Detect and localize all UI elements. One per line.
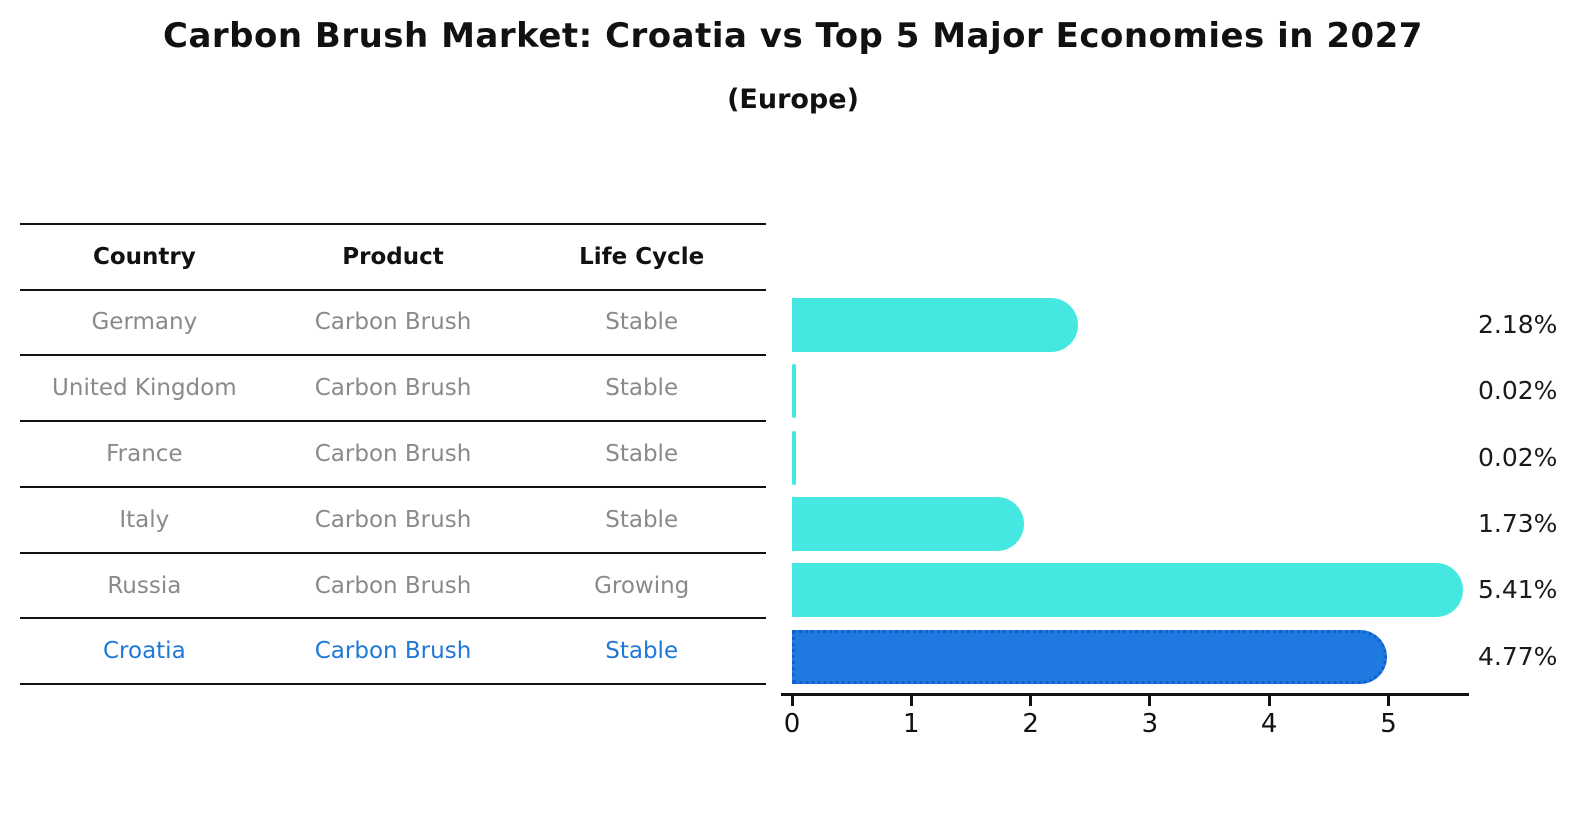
x-axis-tick — [1029, 696, 1033, 706]
lifecycle-cell: Stable — [605, 638, 679, 665]
table-row-united-kingdom: United Kingdom Carbon Brush Stable — [20, 356, 766, 423]
country-cell: United Kingdom — [52, 375, 237, 402]
column-header-country: Country — [92, 243, 196, 270]
bar-russia — [792, 563, 1464, 618]
product-cell: Carbon Brush — [314, 572, 472, 599]
lifecycle-cell: Growing — [594, 572, 690, 599]
x-axis-tick-label: 4 — [1260, 709, 1278, 739]
x-axis-tick — [1148, 696, 1152, 706]
table-row-france: France Carbon Brush Stable — [20, 422, 766, 488]
bar-value-label: 2.18% — [1478, 310, 1558, 339]
lifecycle-cell: Stable — [605, 506, 679, 533]
country-cell: Italy — [119, 506, 170, 533]
country-cell: Germany — [91, 309, 198, 336]
chart-title: Carbon Brush Market: Croatia vs Top 5 Ma… — [163, 16, 1423, 56]
table-row-germany: Germany Carbon Brush Stable — [20, 291, 766, 357]
x-axis-tick — [1267, 696, 1271, 706]
x-axis-tick-label: 5 — [1380, 709, 1397, 739]
x-axis-tick-label: 1 — [903, 709, 920, 739]
product-cell: Carbon Brush — [314, 638, 472, 665]
x-axis-tick — [790, 696, 794, 706]
lifecycle-cell: Stable — [605, 309, 679, 336]
x-axis-tick — [1387, 696, 1390, 706]
bar-value-label: 0.02% — [1478, 376, 1558, 406]
country-cell: Croatia — [102, 638, 186, 665]
bar-value-label: 5.41% — [1478, 575, 1558, 605]
product-cell: Carbon Brush — [314, 375, 472, 402]
x-axis-line — [781, 693, 1469, 696]
table-row-italy: Italy Carbon Brush Stable — [20, 488, 766, 554]
bar-italy — [792, 496, 1025, 551]
lifecycle-cell: Stable — [605, 440, 679, 467]
table-row-croatia-highlighted: Croatia Carbon Brush Stable — [20, 619, 766, 686]
x-axis-tick-label: 3 — [1141, 709, 1159, 739]
bar-value-label: 4.77% — [1478, 641, 1558, 671]
country-cell: France — [106, 440, 183, 467]
bar-germany — [792, 298, 1079, 352]
bar-france — [792, 430, 796, 485]
product-cell: Carbon Brush — [314, 506, 472, 533]
table-header-row: Country Product Life Cycle — [20, 225, 766, 291]
lifecycle-cell: Stable — [605, 375, 679, 402]
x-axis-tick-label: 0 — [783, 709, 801, 739]
bar-value-label: 0.02% — [1478, 442, 1558, 472]
product-cell: Carbon Brush — [314, 440, 472, 467]
table-row-russia: Russia Carbon Brush Growing — [20, 554, 766, 620]
country-cell: Russia — [107, 572, 182, 599]
bar-highlight-croatia — [792, 629, 1388, 684]
column-header-product: Product — [342, 243, 444, 270]
country-table: Country Product Life Cycle Germany Carbo… — [20, 223, 766, 686]
column-header-lifecycle: Life Cycle — [579, 243, 705, 270]
chart-subtitle: (Europe) — [727, 84, 859, 115]
bar-united-kingdom — [792, 364, 796, 419]
x-axis-tick-label: 2 — [1022, 709, 1039, 739]
x-axis-tick — [909, 696, 913, 706]
bar-value-label: 1.73% — [1478, 508, 1558, 538]
product-cell: Carbon Brush — [314, 309, 472, 336]
